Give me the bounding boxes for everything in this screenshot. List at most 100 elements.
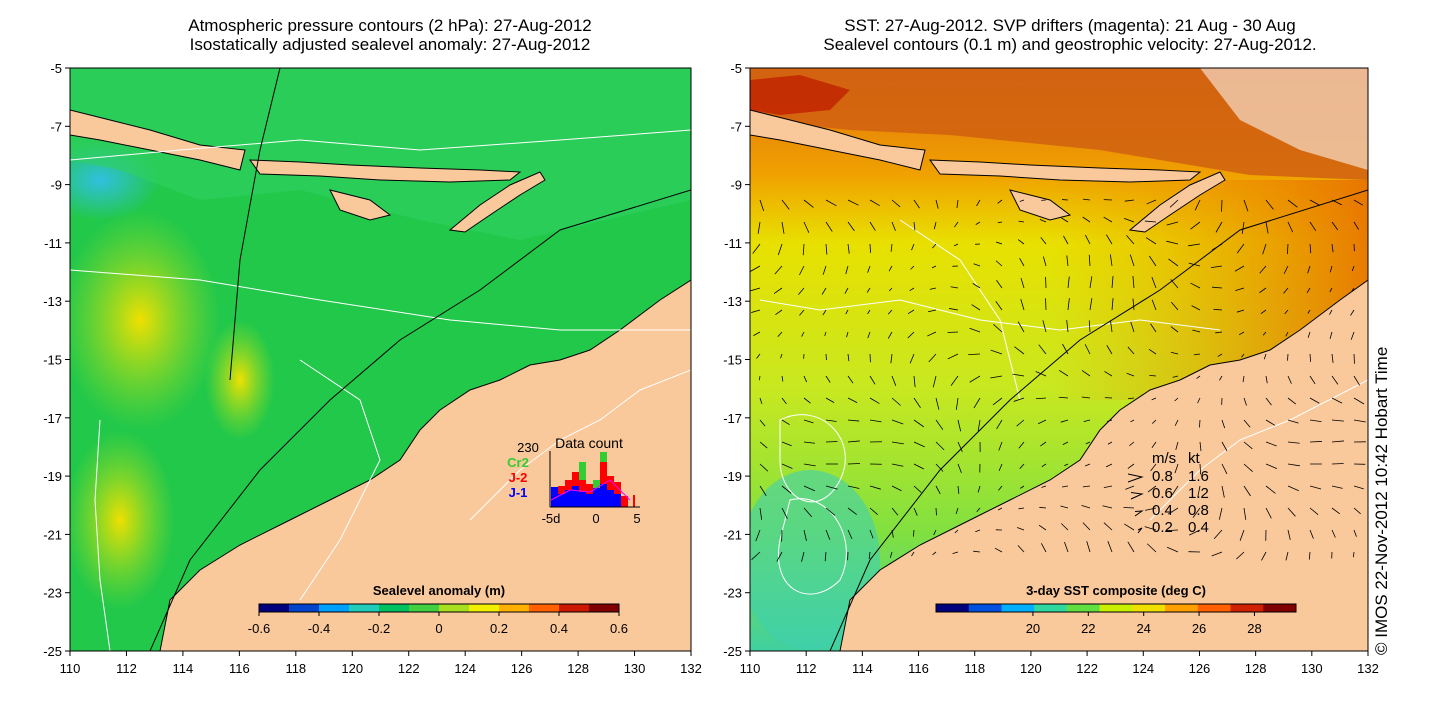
velocity-vector <box>847 507 857 515</box>
velocity-vector <box>1287 375 1292 384</box>
velocity-vector <box>1123 217 1135 223</box>
velocity-vector <box>825 243 828 255</box>
velocity-vector <box>780 353 783 359</box>
velocity-vector <box>1166 546 1179 553</box>
histogram-bar <box>614 494 621 507</box>
velocity-legend-arrow <box>1127 473 1144 483</box>
data-count-histogram <box>549 451 640 508</box>
right-y-tick-label: -15 <box>723 353 742 368</box>
right-colorbar-tick-label: 20 <box>1026 621 1040 636</box>
right-colorbar-cell <box>936 604 970 612</box>
velocity-vector <box>1261 551 1267 561</box>
histogram-bar <box>551 487 558 507</box>
velocity-vector <box>1352 551 1355 558</box>
velocity-vector <box>1084 463 1091 467</box>
velocity-vector <box>869 375 876 385</box>
velocity-vector <box>1221 441 1228 451</box>
velocity-vector <box>1144 507 1157 511</box>
histogram-bar <box>572 472 579 486</box>
velocity-vector <box>1107 441 1113 445</box>
left-y-tick-label: -25 <box>43 644 62 659</box>
velocity-vector <box>1171 485 1179 496</box>
velocity-legend-arrow <box>1134 510 1144 517</box>
velocity-vector <box>1329 265 1333 273</box>
velocity-vector <box>1040 543 1047 553</box>
velocity-vector <box>997 199 1003 204</box>
velocity-vector <box>847 221 855 232</box>
velocity-vector <box>1353 507 1361 515</box>
velocity-vector <box>846 331 849 338</box>
velocity-vector <box>1353 529 1357 537</box>
velocity-vector <box>1151 441 1157 448</box>
velocity-vector <box>1040 237 1047 245</box>
velocity-vector <box>1265 221 1269 234</box>
right-colorbar-label: 3-day SST composite (deg C) <box>1026 583 1206 598</box>
right-colorbar-cell <box>1132 604 1166 612</box>
velocity-vector <box>1175 441 1179 450</box>
velocity-vector <box>948 308 959 311</box>
velocity-vector <box>1105 463 1113 468</box>
velocity-vector <box>1040 441 1047 447</box>
right-x-tick-label: 124 <box>1132 661 1154 676</box>
sumba-island-right <box>1009 189 1072 221</box>
histogram-bar <box>579 480 586 492</box>
right-colorbar-cell <box>1230 604 1264 612</box>
histogram-bar <box>565 490 572 507</box>
pressure-contour-land <box>469 369 691 521</box>
velocity-vector <box>1067 276 1070 289</box>
velocity-vector <box>803 375 808 383</box>
right-y-tick-label: -13 <box>723 294 742 309</box>
timor-island-right <box>1128 171 1226 233</box>
velocity-vector <box>1166 221 1179 226</box>
velocity-vector <box>891 199 901 208</box>
velocity-vector <box>1061 485 1069 488</box>
left-colorbar-cells <box>259 604 620 612</box>
left-colorbar-cell <box>439 604 470 612</box>
velocity-vector <box>1308 551 1311 560</box>
left-colorbar-cell <box>589 604 620 612</box>
velocity-vector <box>1241 353 1245 358</box>
left-colorbar-ticks: -0.6 -0.4 -0.2 0 0.2 0.4 0.6 <box>248 612 628 636</box>
velocity-vector <box>759 199 765 212</box>
velocity-vector <box>1194 199 1201 211</box>
data-count-max: 230 <box>517 440 539 455</box>
velocity-vector <box>1190 221 1201 230</box>
left-colorbar-cell <box>469 604 500 612</box>
velocity-vector <box>1236 309 1245 313</box>
velocity-vector <box>1038 344 1047 355</box>
velocity-vector <box>929 287 937 290</box>
velocity-vector <box>1082 485 1091 488</box>
velocity-vector <box>1262 331 1267 336</box>
velocity-vector <box>1197 485 1201 498</box>
velocity-vector <box>1263 353 1267 360</box>
velocity-vector <box>1012 373 1025 377</box>
velocity-vector <box>1265 485 1276 494</box>
velocity-vector <box>995 260 1003 267</box>
velocity-vector <box>1284 309 1289 315</box>
velocity-vector <box>957 463 962 473</box>
histogram-bar <box>565 480 572 490</box>
velocity-vector <box>891 375 897 386</box>
velocity-vector <box>1144 526 1157 531</box>
velocity-vector <box>1058 370 1069 377</box>
velocity-vector <box>759 507 763 520</box>
histogram-bar <box>600 462 607 484</box>
velocity-vector <box>1067 298 1070 311</box>
velocity-vector <box>998 507 1003 511</box>
velocity-vector <box>1199 419 1201 428</box>
velocity-vector <box>1147 543 1157 553</box>
velocity-vector <box>1329 331 1333 340</box>
velocity-vector <box>995 301 1003 311</box>
velocity-vector <box>1129 254 1135 267</box>
velocity-vector <box>910 265 915 270</box>
velocity-vector <box>1265 463 1278 470</box>
velocity-vector <box>803 221 810 233</box>
velocity-legend-kt: 0.4 <box>1188 519 1209 536</box>
left-colorbar-tick-label: 0.4 <box>550 621 568 636</box>
nusa-tenggara-right <box>928 159 1202 183</box>
velocity-vector <box>781 441 792 447</box>
velocity-vector <box>774 265 783 275</box>
velocity-vector <box>847 440 860 443</box>
velocity-vector <box>781 199 790 210</box>
velocity-vector <box>1041 485 1047 488</box>
